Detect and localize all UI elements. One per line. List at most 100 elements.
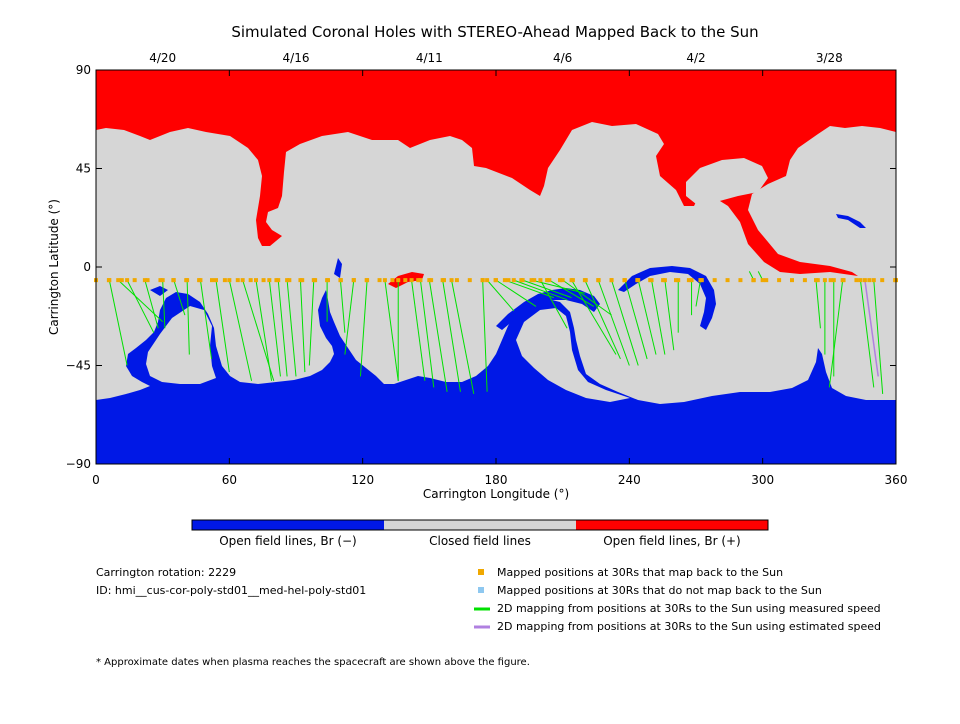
model-id: ID: hmi__cus-cor-poly-std01__med-hel-pol… [96, 584, 366, 597]
mapped-position-dot [880, 278, 885, 283]
mapping-line-measured [695, 280, 701, 307]
mapping-line-measured [344, 280, 355, 355]
mapping-line-measured [419, 280, 435, 388]
colorbar-label-positive: Open field lines, Br (+) [603, 534, 741, 548]
mapped-position-dot [689, 278, 694, 283]
mapped-position-dot [558, 278, 562, 283]
x-axis-title: Carrington Longitude (°) [423, 487, 569, 501]
mapping-line-measured [286, 280, 297, 377]
closed-field-lobe [146, 306, 216, 384]
mapped-position-dot [418, 278, 423, 283]
mapped-position-dot [828, 278, 833, 283]
mapping-line-measured [486, 279, 515, 312]
mapping-line-measured [162, 280, 166, 329]
mapped-position-dot [831, 278, 836, 283]
mapping-line-measured [144, 279, 159, 329]
legend-marker-mapped [478, 569, 484, 575]
mapping-line-measured [108, 280, 128, 366]
mapping-line-measured [126, 279, 155, 333]
mapping-line-measured [540, 279, 568, 329]
mapped-position-dot [442, 278, 446, 283]
mapped-position-dot [351, 278, 356, 283]
mapped-position-dot [764, 278, 769, 283]
mapped-position-dot [583, 278, 588, 283]
mapped-position-dot [854, 278, 859, 283]
colorbar-frame [191, 519, 769, 531]
mapped-position-dot [609, 278, 614, 283]
mapped-position-dot [210, 278, 214, 283]
mapping-line-measured [873, 280, 884, 394]
mapping-line-measured [268, 280, 281, 377]
mapping-line-measured [173, 279, 186, 316]
legend-marker-unmapped [478, 587, 484, 593]
mapped-position-dot [893, 278, 898, 283]
closed-field-island [267, 211, 285, 229]
legend-label-estimated: 2D mapping from positions at 30Rs to the… [497, 620, 881, 633]
mapped-position-dot [125, 278, 130, 283]
mapping-line-measured [815, 280, 821, 329]
mapped-position-dot [106, 278, 111, 283]
mapped-position-dot [738, 278, 743, 283]
mapped-position-dot [841, 278, 846, 283]
mapping-line-measured [411, 280, 426, 381]
mapped-position-dot [313, 278, 318, 283]
mapping-line-measured [117, 279, 164, 323]
y-tick-label: 90 [76, 63, 91, 77]
mapped-position-dot [222, 278, 227, 283]
mapping-line-measured [651, 280, 666, 355]
mapped-position-dot [871, 278, 876, 283]
footnote: * Approximate dates when plasma reaches … [96, 657, 530, 668]
mapped-position-dot [274, 278, 279, 283]
mapping-line-measured [513, 279, 568, 301]
mapped-position-dot [485, 278, 490, 283]
closed-field-blob [686, 158, 768, 204]
mapped-position-dot [382, 278, 387, 283]
mapped-position-dot [506, 278, 511, 283]
x-tick-label: 180 [485, 473, 508, 487]
closed-field-loop [760, 170, 872, 266]
mapping-line-measured [611, 279, 639, 366]
mapped-position-dot [197, 278, 202, 283]
mapped-position-dot [622, 278, 627, 283]
mapped-position-dot [254, 278, 258, 283]
colorbar-label-negative: Open field lines, Br (−) [219, 534, 357, 548]
date-label: 4/2 [686, 51, 705, 65]
mapping-line-measured [228, 280, 253, 381]
mapping-line-measured [562, 279, 612, 316]
chart-title: Simulated Coronal Holes with STEREO-Ahea… [231, 23, 758, 41]
mapped-position-dot [725, 278, 730, 283]
mapped-position-dot [867, 278, 872, 283]
mapped-position-dot [454, 278, 459, 283]
mapping-line-estimated [864, 280, 879, 377]
x-tick-label: 120 [351, 473, 374, 487]
mapped-position-dot [287, 278, 292, 283]
mapped-position-dot [364, 278, 369, 283]
mapping-line-measured [637, 280, 657, 355]
mapped-position-dot [116, 278, 121, 283]
mapping-line-measured [549, 279, 595, 307]
mapping-line-measured [299, 280, 306, 373]
mapped-position-dot [338, 278, 343, 283]
mapped-position-dot [142, 278, 147, 283]
mapped-position-dot [560, 278, 565, 283]
mapped-position-dot [815, 278, 820, 283]
mapped-position-dot [214, 278, 218, 283]
date-label: 3/28 [816, 51, 843, 65]
mapping-line-measured [186, 280, 190, 355]
mapped-position-dot [480, 278, 485, 283]
mapped-position-dot [862, 278, 867, 283]
mapped-position-dot [145, 278, 150, 283]
mapping-line-measured [584, 279, 621, 360]
legend-label-measured: 2D mapping from positions at 30Rs to the… [497, 602, 881, 615]
mapped-position-dot [396, 278, 401, 283]
mapped-position-dot [676, 278, 681, 283]
mapped-position-dot [326, 278, 330, 283]
mapped-position-dot [160, 278, 165, 283]
mapping-line-measured [359, 280, 368, 377]
mapped-position-dot [403, 278, 408, 283]
legend-label-mapped: Mapped positions at 30Rs that map back t… [497, 566, 783, 579]
date-label: 4/20 [149, 51, 176, 65]
mapping-line-measured [664, 280, 675, 351]
x-tick-label: 60 [222, 473, 237, 487]
